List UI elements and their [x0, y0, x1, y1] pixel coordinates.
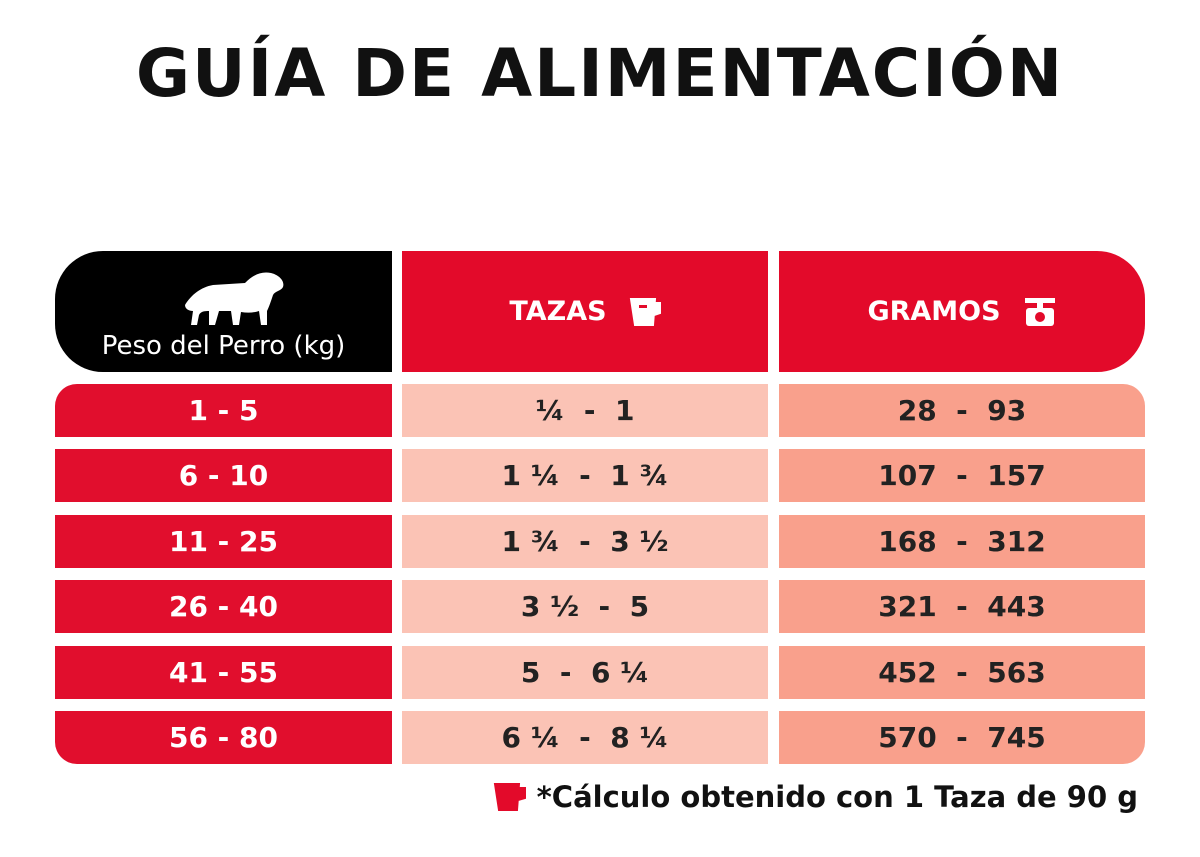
- title: GUÍA DE ALIMENTACIÓN: [135, 35, 1065, 112]
- table-cell: 5 - 6 ¼: [402, 645, 768, 699]
- table-cell: 168 - 312: [779, 514, 1145, 568]
- table-cell: 570 - 745: [779, 711, 1145, 764]
- header-cell: GRAMOS: [867, 296, 1001, 327]
- table-cell: 6 - 10: [55, 449, 392, 503]
- header-cell: Peso del Perro (kg): [101, 330, 346, 361]
- cup-icon: [629, 297, 661, 326]
- table-cell: 1 ¼ - 1 ¾: [402, 449, 768, 503]
- table-cell: 41 - 55: [55, 645, 392, 699]
- table-cell: 6 ¼ - 8 ¼: [402, 711, 768, 764]
- footnote-wrap: *Cálculo obtenido con 1 Taza de 90 g: [493, 780, 1138, 814]
- footnote: *Cálculo obtenido con 1 Taza de 90 g: [536, 780, 1138, 814]
- cup-icon: [493, 783, 526, 811]
- header-grams: GRAMOS: [779, 251, 1145, 372]
- table-cell: 321 - 443: [779, 580, 1145, 634]
- dog-icon: [185, 272, 284, 325]
- header-cups: TAZAS: [402, 251, 768, 372]
- table-cell: 3 ½ - 5: [402, 580, 768, 634]
- table-cell: 1 ¾ - 3 ½: [402, 514, 768, 568]
- table-cell: 11 - 25: [55, 514, 392, 568]
- table-cell: ¼ - 1: [402, 384, 768, 437]
- table-cell: 26 - 40: [55, 580, 392, 634]
- table-cell: 56 - 80: [55, 711, 392, 764]
- table-cell: 28 - 93: [779, 384, 1145, 437]
- header-weight: Peso del Perro (kg): [55, 251, 392, 372]
- scale-icon: [1024, 297, 1055, 326]
- header-cell: TAZAS: [509, 296, 607, 327]
- table-cell: 452 - 563: [779, 645, 1145, 699]
- table-cell: 1 - 5: [55, 384, 392, 437]
- table-cell: 107 - 157: [779, 449, 1145, 503]
